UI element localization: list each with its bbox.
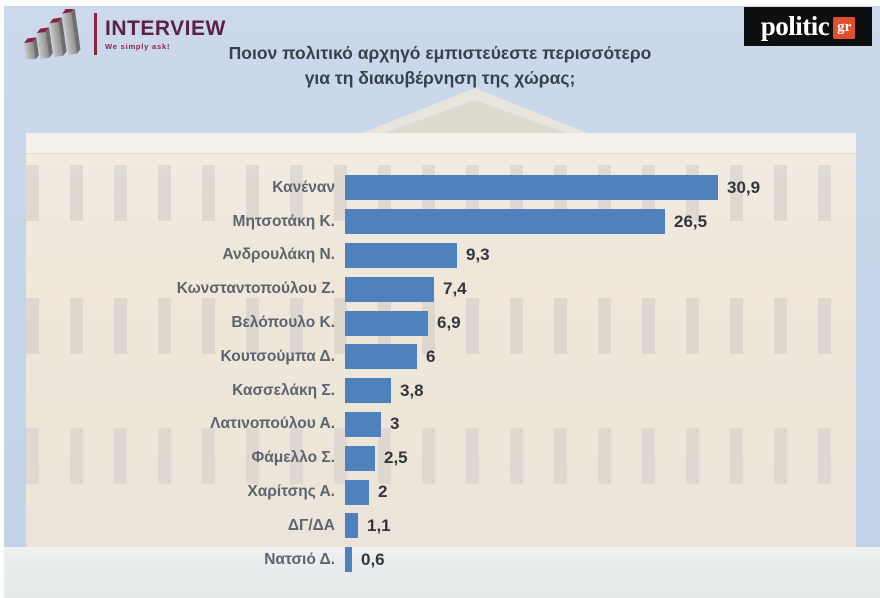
bar-value: 9,3 [466, 245, 490, 265]
bar [345, 513, 358, 539]
chart-title: Ποιον πολιτικό αρχηγό εμπιστεύεστε περισ… [150, 41, 730, 92]
bar-value: 3 [390, 414, 400, 434]
bar [345, 344, 417, 370]
bar-area: 6,9 [345, 310, 880, 336]
bar-label: Ανδρουλάκη Ν. [222, 246, 335, 264]
politic-logo: politic gr [744, 7, 872, 46]
bar [345, 242, 457, 268]
bar [345, 276, 434, 302]
chart-row: Μητσοτάκη Κ. 26,5 [0, 205, 880, 239]
interview-bars-icon [24, 9, 81, 59]
chart-row: Βελόπουλο Κ. 6,9 [0, 306, 880, 340]
bar-value: 30,9 [727, 177, 761, 197]
building-windows-row3 [26, 428, 856, 484]
chart-row: Κουτσούμπα Δ. 6 [0, 340, 880, 374]
bar-label: Κανέναν [272, 178, 335, 196]
bar-chart: Κανέναν 30,9 Μητσοτάκη Κ. 26,5 Ανδρουλάκη Ν.… [0, 171, 880, 577]
bar-label: Κουτσούμπα Δ. [220, 347, 335, 365]
bar [345, 547, 352, 573]
interview-logo: INTERVIEW We simply ask! [22, 9, 226, 59]
bar [345, 310, 428, 336]
bar-label: Φάμελλο Σ. [251, 449, 335, 467]
interview-logo-tagline: We simply ask! [105, 41, 171, 51]
bar-label: Κωνσταντοπούλου Ζ. [176, 280, 335, 298]
building-cornice [26, 133, 856, 154]
bar-value: 0,6 [361, 549, 385, 569]
building-windows-row2 [26, 298, 856, 354]
chart-row: Κανέναν 30,9 [0, 171, 880, 205]
chart-row: ΔΓ/ΔΑ 1,1 [0, 509, 880, 543]
bar-area: 0,6 [345, 547, 880, 573]
bar [345, 209, 665, 235]
bar-area: 1,1 [345, 513, 880, 539]
logo-divider [94, 13, 97, 55]
bar-value: 26,5 [674, 211, 708, 231]
chart-row: Χαρίτσης Α. 2 [0, 475, 880, 509]
bar-label: Χαρίτσης Α. [247, 483, 335, 501]
bar-area: 3,8 [345, 378, 880, 404]
chart-row: Νατσιό Δ. 0,6 [0, 543, 880, 577]
chart-row: Λατινοπούλου Α. 3 [0, 408, 880, 442]
bar-label: Βελόπουλο Κ. [231, 314, 335, 332]
bar-value: 3,8 [400, 380, 424, 400]
plaza-foreground [0, 547, 880, 598]
bar-area: 2 [345, 479, 880, 505]
bar-value: 2,5 [384, 448, 408, 468]
frame-left [0, 0, 4, 598]
bar [345, 445, 375, 471]
bar-area: 9,3 [345, 242, 880, 268]
bar-area: 2,5 [345, 445, 880, 471]
chart-row: Κωνσταντοπούλου Ζ. 7,4 [0, 272, 880, 306]
bar-area: 30,9 [345, 175, 880, 201]
bar-area: 7,4 [345, 276, 880, 302]
bar-value: 6 [426, 346, 436, 366]
bar-area: 26,5 [345, 209, 880, 235]
bar [345, 378, 391, 404]
politic-logo-gr-badge: gr [833, 16, 856, 39]
bar-value: 6,9 [437, 313, 461, 333]
chart-title-line2: για τη διακυβέρνηση της χώρας; [304, 68, 576, 89]
bar-value: 1,1 [367, 515, 391, 535]
interview-logo-name: INTERVIEW [105, 16, 226, 40]
bar-label: Μητσοτάκη Κ. [232, 212, 335, 230]
bar-area: 6 [345, 344, 880, 370]
bar [345, 411, 381, 437]
bar-area: 3 [345, 411, 880, 437]
bar-value: 2 [378, 482, 388, 502]
chart-row: Κασσελάκη Σ. 3,8 [0, 374, 880, 408]
bar-label: Κασσελάκη Σ. [232, 381, 335, 399]
chart-title-line1: Ποιον πολιτικό αρχηγό εμπιστεύεστε περισ… [228, 43, 652, 63]
politic-logo-name: politic [760, 11, 830, 41]
bar-label: ΔΓ/ΔΑ [287, 516, 335, 534]
bar-label: Λατινοπούλου Α. [210, 415, 335, 433]
chart-row: Φάμελλο Σ. 2,5 [0, 441, 880, 475]
bar [345, 175, 718, 201]
frame-top [0, 0, 880, 6]
bar-label: Νατσιό Δ. [264, 550, 335, 568]
chart-row: Ανδρουλάκη Ν. 9,3 [0, 239, 880, 273]
bar [345, 479, 369, 505]
bar-value: 7,4 [443, 279, 467, 299]
